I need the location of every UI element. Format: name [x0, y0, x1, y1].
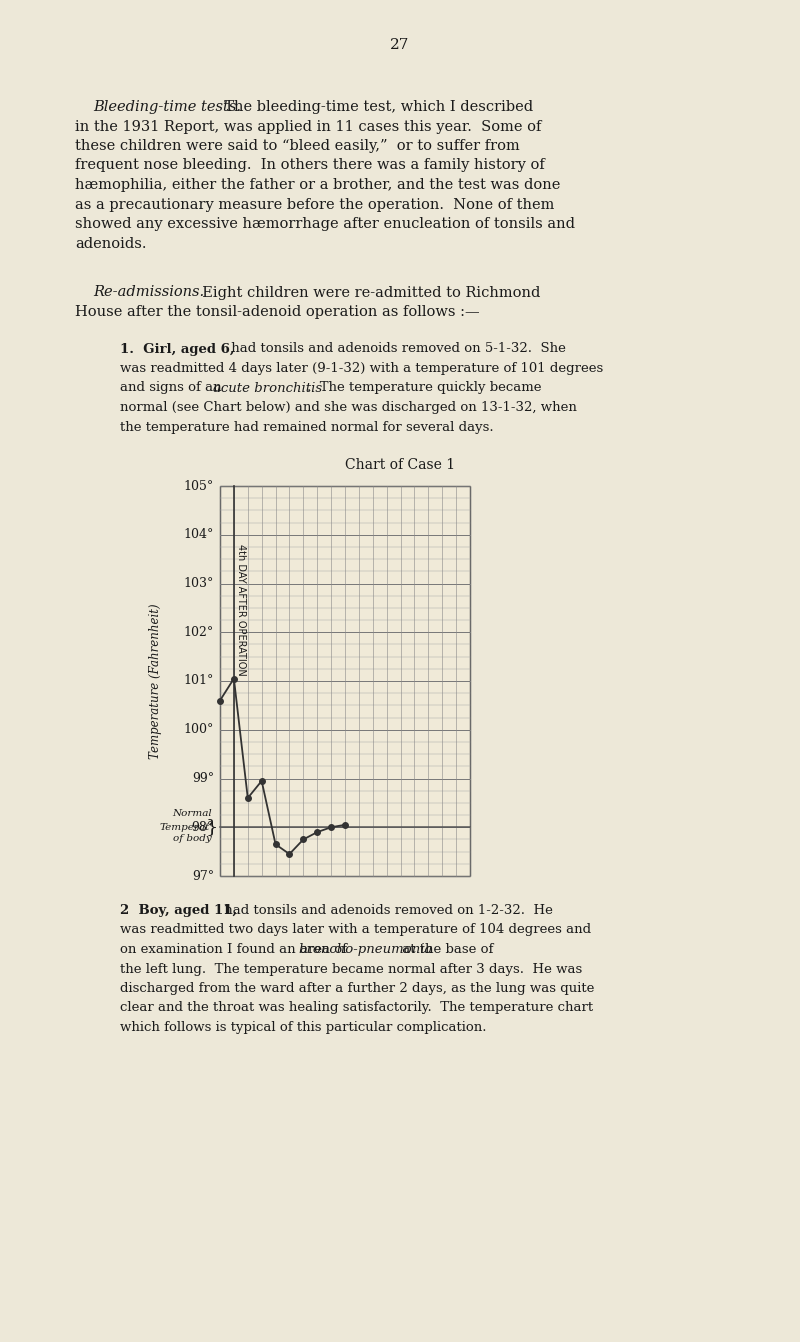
FancyBboxPatch shape	[220, 486, 470, 876]
Text: acute bronchitis: acute bronchitis	[213, 381, 322, 395]
Text: 100°: 100°	[184, 723, 214, 737]
Point	[325, 816, 338, 837]
Text: the temperature had remained normal for several days.: the temperature had remained normal for …	[120, 420, 494, 433]
Text: normal (see Chart below) and she was discharged on 13-1-32, when: normal (see Chart below) and she was dis…	[120, 401, 577, 413]
Text: Temperature (Fahrenheit): Temperature (Fahrenheit)	[149, 603, 162, 758]
Text: which follows is typical of this particular complication.: which follows is typical of this particu…	[120, 1021, 486, 1033]
Text: 2  Boy, aged 11,: 2 Boy, aged 11,	[120, 905, 237, 917]
Text: .  The temperature quickly became: . The temperature quickly became	[307, 381, 542, 395]
Text: 97°: 97°	[192, 870, 214, 883]
Text: 1.  Girl, aged 6,: 1. Girl, aged 6,	[120, 342, 234, 356]
Text: clear and the throat was healing satisfactorily.  The temperature chart: clear and the throat was healing satisfa…	[120, 1001, 593, 1015]
Text: broncho-pneumonia: broncho-pneumonia	[298, 943, 432, 956]
Text: discharged from the ward after a further 2 days, as the lung was quite: discharged from the ward after a further…	[120, 982, 594, 994]
Text: was readmitted 4 days later (9-1-32) with a temperature of 101 degrees: was readmitted 4 days later (9-1-32) wit…	[120, 362, 603, 374]
Text: House after the tonsil-adenoid operation as follows :—: House after the tonsil-adenoid operation…	[75, 305, 480, 319]
Text: in the 1931 Report, was applied in 11 cases this year.  Some of: in the 1931 Report, was applied in 11 ca…	[75, 119, 542, 133]
Point	[255, 770, 268, 792]
Text: 104°: 104°	[184, 529, 214, 541]
Text: Normal: Normal	[172, 809, 212, 817]
Text: 99°: 99°	[192, 772, 214, 785]
Text: as a precautionary measure before the operation.  None of them: as a precautionary measure before the op…	[75, 197, 554, 212]
Point	[311, 821, 324, 843]
Text: 4th DAY AFTER OPERATION: 4th DAY AFTER OPERATION	[236, 545, 246, 676]
Text: 27: 27	[390, 38, 410, 52]
Text: at the base of: at the base of	[398, 943, 494, 956]
Text: on examination I found an area of: on examination I found an area of	[120, 943, 351, 956]
Text: and signs of an: and signs of an	[120, 381, 226, 395]
Point	[242, 788, 254, 809]
Text: The bleeding-time test, which I described: The bleeding-time test, which I describe…	[215, 101, 533, 114]
Text: Temperat': Temperat'	[159, 823, 212, 832]
Point	[283, 843, 296, 864]
Text: Eight children were re-admitted to Richmond: Eight children were re-admitted to Richm…	[193, 286, 540, 299]
Text: 101°: 101°	[184, 675, 214, 687]
Point	[214, 690, 226, 711]
Point	[227, 668, 240, 690]
Text: Re-admissions.: Re-admissions.	[93, 286, 204, 299]
Text: adenoids.: adenoids.	[75, 236, 146, 251]
Text: of body: of body	[174, 833, 212, 843]
Text: showed any excessive hæmorrhage after enucleation of tonsils and: showed any excessive hæmorrhage after en…	[75, 217, 575, 231]
Text: hæmophilia, either the father or a brother, and the test was done: hæmophilia, either the father or a broth…	[75, 178, 560, 192]
Point	[297, 829, 310, 851]
Text: had tonsils and adenoids removed on 1-2-32.  He: had tonsils and adenoids removed on 1-2-…	[220, 905, 553, 917]
Text: had tonsils and adenoids removed on 5-1-32.  She: had tonsils and adenoids removed on 5-1-…	[227, 342, 566, 356]
Text: Chart of Case 1: Chart of Case 1	[345, 458, 455, 472]
Text: the left lung.  The temperature became normal after 3 days.  He was: the left lung. The temperature became no…	[120, 962, 582, 976]
Text: was readmitted two days later with a temperature of 104 degrees and: was readmitted two days later with a tem…	[120, 923, 591, 937]
Text: frequent nose bleeding.  In others there was a family history of: frequent nose bleeding. In others there …	[75, 158, 545, 173]
Text: 102°: 102°	[184, 625, 214, 639]
Text: 103°: 103°	[184, 577, 214, 590]
Point	[269, 833, 282, 855]
Text: 105°: 105°	[184, 479, 214, 493]
Text: these children were said to “bleed easily,”  or to suffer from: these children were said to “bleed easil…	[75, 140, 520, 153]
Text: 98°: 98°	[192, 821, 214, 833]
Text: }: }	[206, 819, 218, 836]
Point	[338, 815, 351, 836]
Text: Bleeding-time tests.: Bleeding-time tests.	[93, 101, 241, 114]
